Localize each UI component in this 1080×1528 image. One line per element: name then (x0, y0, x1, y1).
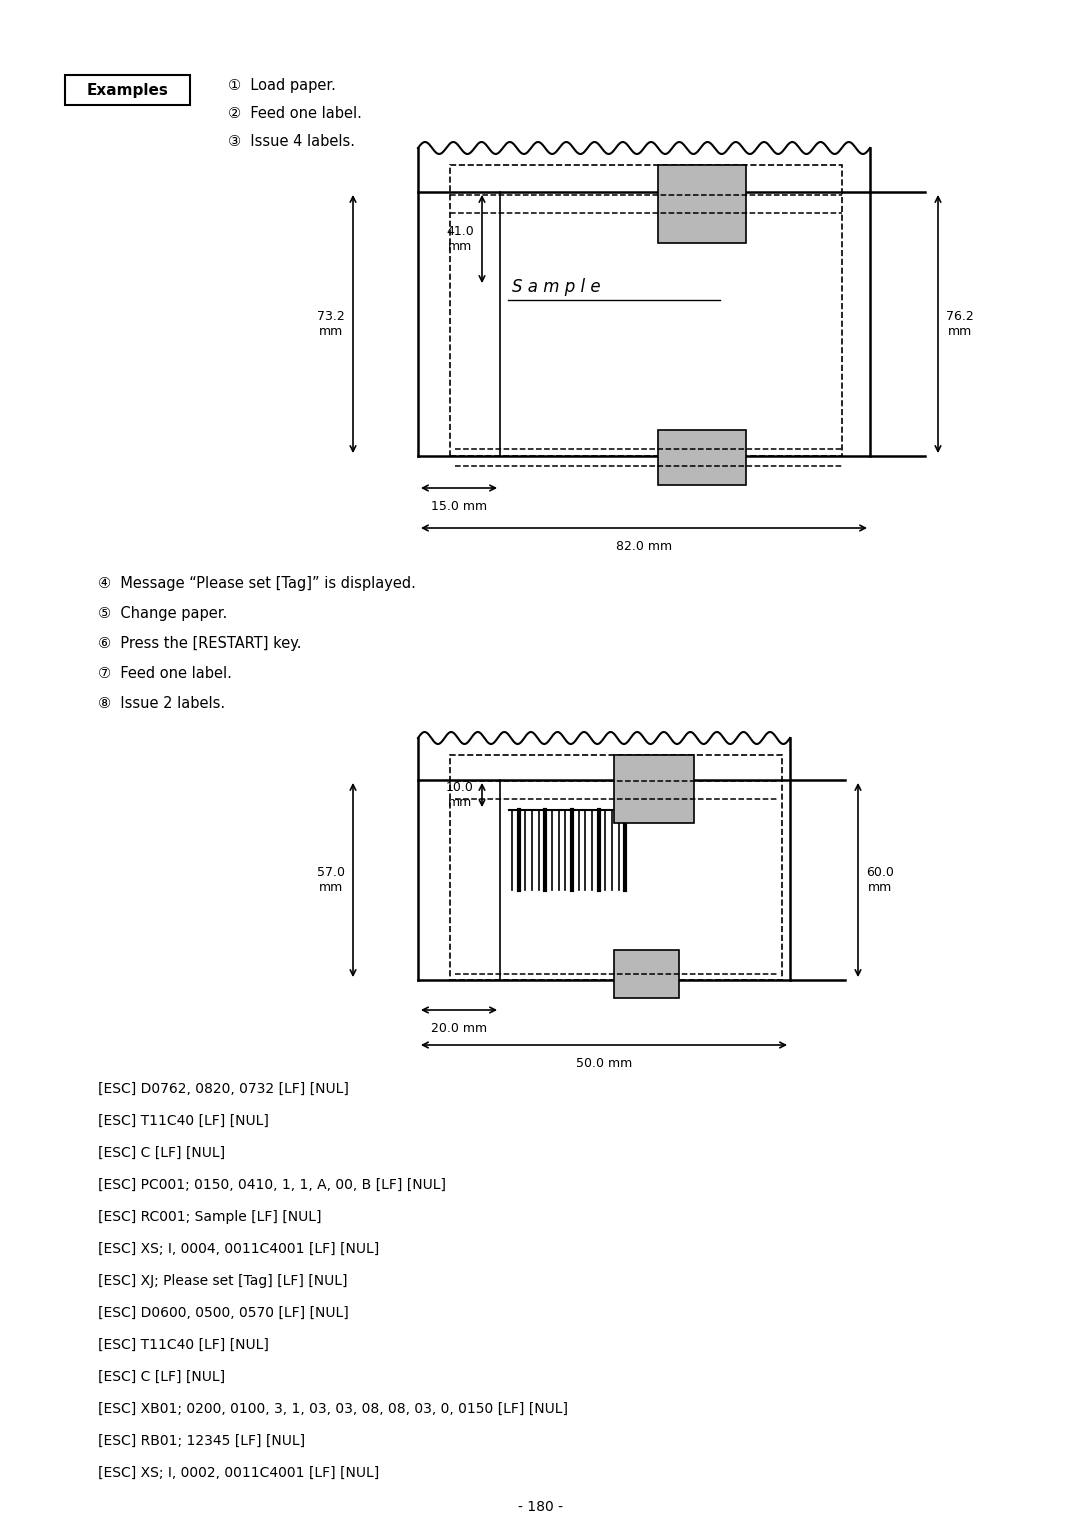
Text: [ESC] XB01; 0200, 0100, 3, 1, 03, 03, 08, 08, 03, 0, 0150 [LF] [NUL]: [ESC] XB01; 0200, 0100, 3, 1, 03, 03, 08… (98, 1403, 568, 1416)
Text: 15.0 mm: 15.0 mm (431, 500, 487, 513)
Text: ⑧  Issue 2 labels.: ⑧ Issue 2 labels. (98, 695, 225, 711)
Text: [ESC] XJ; Please set [Tag] [LF] [NUL]: [ESC] XJ; Please set [Tag] [LF] [NUL] (98, 1274, 348, 1288)
Text: 76.2
mm: 76.2 mm (946, 310, 974, 338)
Bar (658, 165, 746, 243)
Text: [ESC] D0600, 0500, 0570 [LF] [NUL]: [ESC] D0600, 0500, 0570 [LF] [NUL] (98, 1306, 349, 1320)
Text: Examples: Examples (86, 83, 168, 98)
Text: [ESC] T11C40 [LF] [NUL]: [ESC] T11C40 [LF] [NUL] (98, 1114, 269, 1128)
Bar (615, 950, 679, 998)
Bar (615, 755, 694, 824)
Text: 10.0
mm: 10.0 mm (446, 781, 474, 808)
Text: ③  Issue 4 labels.: ③ Issue 4 labels. (228, 134, 355, 150)
Text: 20.0 mm: 20.0 mm (431, 1022, 487, 1034)
Text: - 180 -: - 180 - (517, 1500, 563, 1514)
Text: S a m p l e: S a m p l e (512, 278, 600, 296)
Text: [ESC] XS; I, 0004, 0011C4001 [LF] [NUL]: [ESC] XS; I, 0004, 0011C4001 [LF] [NUL] (98, 1242, 379, 1256)
Text: [ESC] PC001; 0150, 0410, 1, 1, A, 00, B [LF] [NUL]: [ESC] PC001; 0150, 0410, 1, 1, A, 00, B … (98, 1178, 446, 1192)
Text: 60.0
mm: 60.0 mm (866, 866, 894, 894)
Text: ⑦  Feed one label.: ⑦ Feed one label. (98, 666, 232, 681)
Bar (450, 165, 842, 455)
Text: 82.0 mm: 82.0 mm (616, 539, 672, 553)
Text: 41.0
mm: 41.0 mm (446, 225, 474, 254)
Text: [ESC] C [LF] [NUL]: [ESC] C [LF] [NUL] (98, 1146, 225, 1160)
Text: 50.0 mm: 50.0 mm (576, 1057, 632, 1070)
Text: ④  Message “Please set [Tag]” is displayed.: ④ Message “Please set [Tag]” is displaye… (98, 576, 416, 591)
Text: [ESC] D0762, 0820, 0732 [LF] [NUL]: [ESC] D0762, 0820, 0732 [LF] [NUL] (98, 1082, 349, 1096)
Text: [ESC] RC001; Sample [LF] [NUL]: [ESC] RC001; Sample [LF] [NUL] (98, 1210, 322, 1224)
Text: ①  Load paper.: ① Load paper. (228, 78, 336, 93)
Text: ⑤  Change paper.: ⑤ Change paper. (98, 607, 227, 620)
Text: [ESC] XS; I, 0002, 0011C4001 [LF] [NUL]: [ESC] XS; I, 0002, 0011C4001 [LF] [NUL] (98, 1465, 379, 1481)
Text: 73.2
mm: 73.2 mm (318, 310, 345, 338)
Text: [ESC] C [LF] [NUL]: [ESC] C [LF] [NUL] (98, 1371, 225, 1384)
Text: ⑥  Press the [RESTART] key.: ⑥ Press the [RESTART] key. (98, 636, 301, 651)
Bar (65, 75, 190, 105)
Text: ②  Feed one label.: ② Feed one label. (228, 105, 362, 121)
Bar (450, 755, 782, 979)
Bar (658, 429, 746, 484)
Text: [ESC] T11C40 [LF] [NUL]: [ESC] T11C40 [LF] [NUL] (98, 1339, 269, 1352)
Text: 57.0
mm: 57.0 mm (318, 866, 345, 894)
Text: [ESC] RB01; 12345 [LF] [NUL]: [ESC] RB01; 12345 [LF] [NUL] (98, 1433, 306, 1449)
